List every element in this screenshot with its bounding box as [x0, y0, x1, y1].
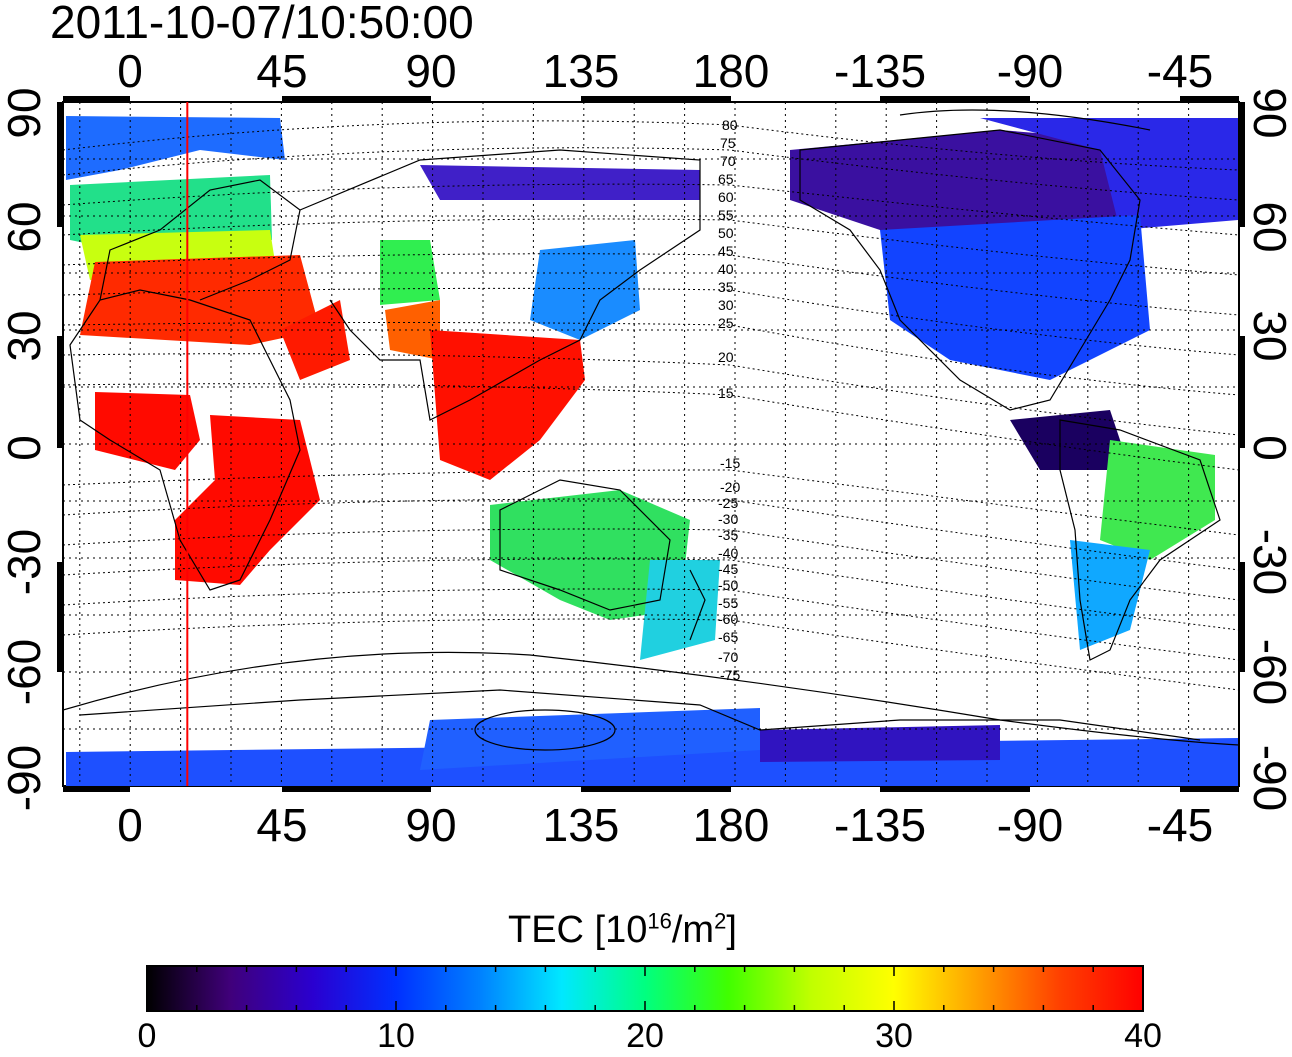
tec-region-se-asia-red — [430, 330, 585, 480]
bottom-lon-tick: 90 — [405, 799, 457, 851]
magnetic-latitude-label: 40 — [718, 261, 734, 277]
magnetic-latitude-label: 80 — [722, 117, 738, 133]
magnetic-latitude-label: -40 — [718, 545, 739, 561]
colorbar-tick-label: 10 — [377, 1017, 415, 1055]
bottom-lon-tick: -90 — [996, 799, 1064, 851]
magnetic-latitude-label: 50 — [718, 225, 734, 241]
magnetic-latitude-label: -75 — [720, 667, 741, 683]
tec-region-southam-cyan — [1070, 540, 1150, 650]
magnetic-latitude-label: -15 — [720, 455, 741, 471]
tec-region-middleeast — [280, 300, 350, 380]
tec-region-africa-west — [95, 392, 200, 470]
colorbar-title-exp2: 2 — [714, 908, 727, 934]
top-lon-tick: 135 — [542, 45, 620, 97]
bottom-lon-tick: 0 — [117, 799, 143, 851]
magnetic-latitude-label: 35 — [718, 279, 734, 295]
colorbar-title-exp1: 16 — [647, 908, 672, 934]
timestamp-title: 2011-10-07/10:50:00 — [50, 0, 474, 48]
tec-region-australia-green — [490, 490, 690, 620]
tec-region-japan-blue — [530, 240, 640, 340]
magnetic-latitude-label: 30 — [718, 297, 734, 313]
magnetic-latitude-label: 45 — [718, 243, 734, 259]
tec-region-usa-blue — [880, 215, 1150, 380]
tec-region-europe-green — [70, 175, 272, 250]
magnetic-latitude-label: -70 — [718, 649, 739, 665]
top-lon-tick: -45 — [1146, 45, 1214, 97]
tec-region-brazil-green — [1100, 440, 1215, 560]
magnetic-latitude-label: -35 — [718, 527, 739, 543]
colorbar-title: TEC [1016/m2] — [508, 908, 737, 952]
colorbar-tick-label: 40 — [1124, 1017, 1162, 1055]
magnetic-latitude-label: 60 — [718, 189, 734, 205]
magnetic-latitude-label: 25 — [718, 315, 734, 331]
bottom-lon-tick: 180 — [692, 799, 770, 851]
tec-region-siberia-purple — [420, 165, 700, 200]
auroral-contours — [63, 109, 1239, 751]
bottom-lon-tick: -135 — [833, 799, 927, 851]
coastlines — [69, 129, 1221, 741]
colorbar-title-end: ] — [726, 909, 737, 951]
bottom-lon-tick: -45 — [1146, 799, 1214, 851]
magnetic-latitude-label: -50 — [718, 577, 739, 593]
magnetic-latitude-label: -65 — [718, 629, 739, 645]
tec-region-antarctic-east — [420, 708, 760, 770]
colorbar-title-main: TEC [10 — [508, 909, 648, 951]
bottom-lon-tick: 45 — [256, 799, 308, 851]
tec-region-canada-purple — [790, 130, 1130, 240]
magnetic-latitude-label: -45 — [718, 561, 739, 577]
magnetic-latitude-label: -20 — [720, 479, 741, 495]
magnetic-latitude-label: 55 — [718, 207, 734, 223]
top-lon-tick: 180 — [692, 45, 770, 97]
tec-region-europe-blue — [66, 116, 285, 180]
colorbar-ticks — [146, 966, 1144, 1011]
magnetic-latitude-label: -25 — [718, 495, 739, 511]
tec-region-china-green — [380, 240, 440, 305]
colorbar-tick-label: 30 — [875, 1017, 913, 1055]
top-lon-tick: -135 — [833, 45, 927, 97]
colorbar-tick-label: 20 — [626, 1017, 664, 1055]
tec-data — [66, 116, 1238, 786]
colorbar-title-mid: /m — [671, 909, 715, 951]
magnetic-contours — [63, 120, 1239, 691]
tec-region-africa-south — [175, 415, 320, 585]
colorbar-tick-label: 0 — [137, 1017, 157, 1055]
tec-region-nz-cyan — [640, 560, 720, 660]
magnetic-latitude-label: -30 — [718, 511, 739, 527]
lat-lon-grid — [63, 102, 1239, 786]
magnetic-latitude-label: 15 — [718, 385, 734, 401]
magnetic-latitude-label: 70 — [720, 153, 736, 169]
tec-region-arctic-blue — [980, 118, 1238, 230]
tec-region-antarctic-purple — [760, 725, 1000, 762]
magnetic-latitude-label: -60 — [718, 611, 739, 627]
magnetic-latitude-label: 75 — [720, 135, 736, 151]
magnetic-latitude-label: -55 — [718, 595, 739, 611]
top-lon-tick: 45 — [256, 45, 308, 97]
top-lon-tick: -90 — [996, 45, 1064, 97]
tec-region-caribbean-purple — [1010, 410, 1130, 470]
axis-bars — [57, 96, 1245, 792]
bottom-lon-tick: 135 — [542, 799, 620, 851]
top-lon-tick: 0 — [117, 45, 143, 97]
magnetic-latitude-label: 20 — [718, 349, 734, 365]
top-lon-tick: 90 — [405, 45, 457, 97]
magnetic-latitude-label: 65 — [718, 171, 734, 187]
